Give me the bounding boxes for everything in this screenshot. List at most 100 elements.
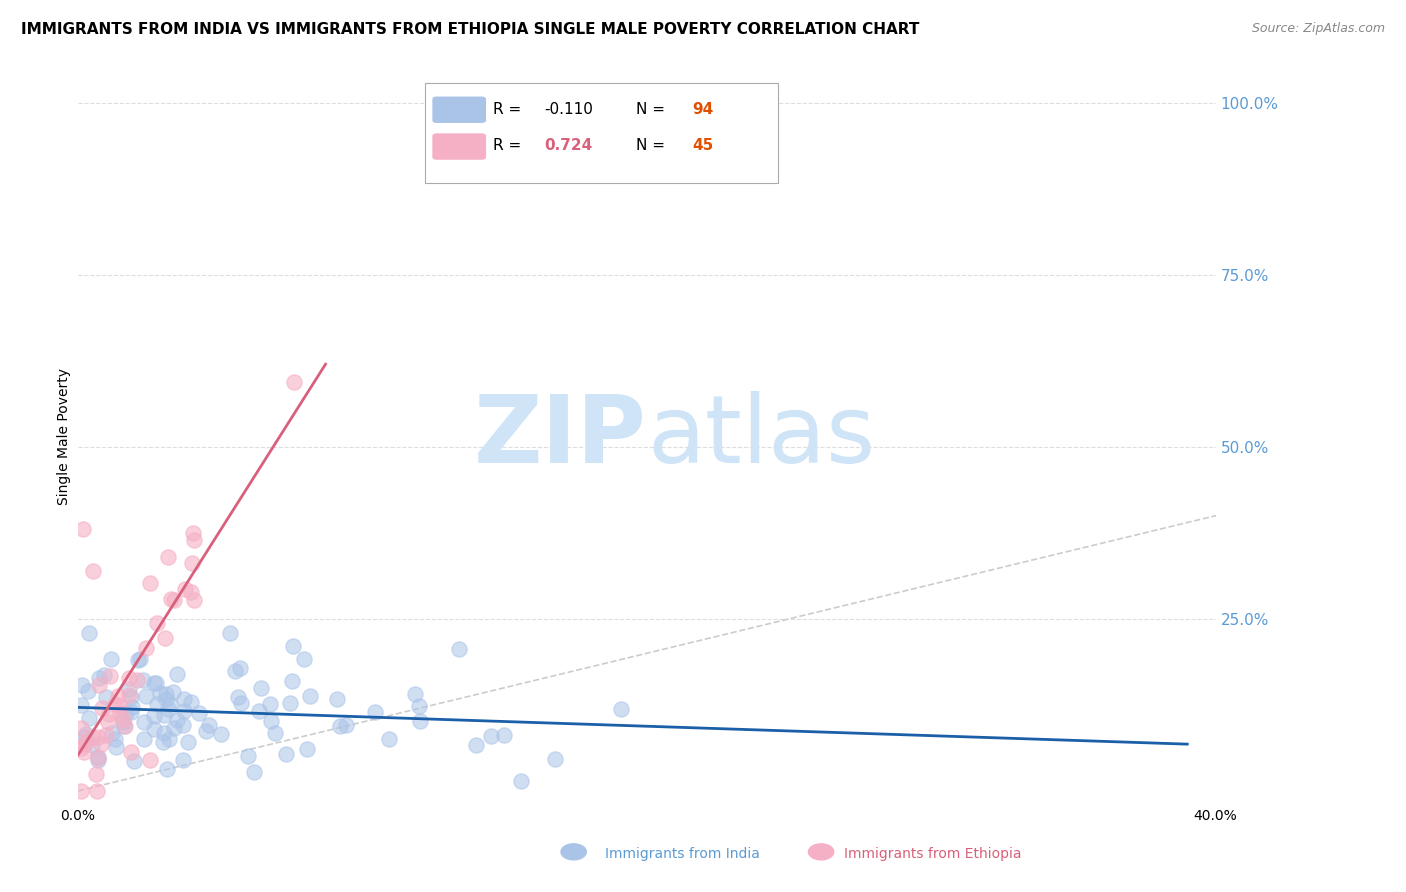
Text: ZIP: ZIP (474, 391, 647, 483)
Point (70, 678, 93, 692)
Point (283, 376, 305, 390)
Point (110, 706, 132, 720)
Point (135, 689, 157, 703)
Point (152, 735, 174, 749)
Point (70, 721, 93, 735)
Point (134, 714, 156, 729)
Point (156, 550, 179, 565)
Point (122, 754, 145, 768)
Point (75, 727, 97, 741)
Text: N =: N = (636, 102, 669, 117)
Point (283, 640, 305, 654)
Text: -0.110: -0.110 (544, 102, 593, 117)
Point (70, 741, 93, 756)
Point (544, 752, 567, 766)
Point (297, 742, 319, 756)
Point (404, 687, 426, 701)
Point (127, 653, 149, 667)
Point (180, 584, 202, 599)
Text: IMMIGRANTS FROM INDIA VS IMMIGRANTS FROM ETHIOPIA SINGLE MALE POVERTY CORRELATIO: IMMIGRANTS FROM INDIA VS IMMIGRANTS FROM… (21, 22, 920, 37)
Point (159, 591, 181, 606)
Point (87, 753, 110, 767)
Point (105, 740, 128, 755)
Point (146, 698, 169, 712)
Point (93, 668, 115, 682)
Point (298, 689, 321, 703)
Point (120, 690, 142, 705)
Text: 45: 45 (692, 138, 714, 153)
Point (120, 706, 142, 720)
Point (155, 687, 177, 701)
Point (79, 711, 101, 725)
Point (146, 616, 169, 631)
Point (104, 697, 127, 711)
Point (87, 750, 110, 764)
Point (142, 708, 165, 723)
Point (174, 582, 197, 597)
Point (70, 784, 93, 798)
Point (87, 749, 110, 764)
Point (166, 666, 188, 681)
Point (97, 714, 120, 729)
Text: Immigrants from Ethiopia: Immigrants from Ethiopia (844, 847, 1021, 861)
Point (183, 593, 205, 607)
Point (120, 745, 142, 759)
Point (155, 691, 177, 706)
Point (87, 730, 110, 744)
Text: R =: R = (494, 102, 526, 117)
Point (181, 525, 204, 540)
Point (173, 691, 195, 706)
Point (494, 728, 516, 742)
Point (107, 690, 129, 704)
Point (143, 676, 166, 690)
Point (72, 523, 94, 537)
FancyBboxPatch shape (425, 83, 778, 183)
Point (73, 738, 96, 752)
Point (231, 697, 253, 711)
Point (132, 673, 155, 688)
FancyBboxPatch shape (433, 97, 485, 122)
Point (226, 690, 249, 704)
Point (197, 718, 219, 732)
Point (294, 651, 316, 665)
Point (264, 726, 287, 740)
Point (115, 706, 138, 720)
Point (127, 673, 149, 687)
Point (73, 730, 96, 744)
Point (260, 714, 283, 729)
Point (111, 714, 134, 729)
Point (153, 726, 176, 740)
Point (278, 696, 301, 710)
Point (118, 688, 141, 702)
Point (104, 732, 127, 747)
Point (180, 695, 202, 709)
Point (224, 664, 246, 678)
Point (259, 698, 281, 712)
Point (86, 784, 108, 798)
Point (98, 706, 121, 721)
Point (112, 719, 135, 733)
Point (129, 652, 152, 666)
Point (90, 737, 112, 751)
Point (163, 593, 186, 607)
Point (75, 735, 97, 749)
Point (76, 684, 98, 698)
Point (132, 732, 155, 747)
Point (209, 726, 232, 740)
Point (326, 692, 349, 706)
Point (172, 718, 194, 732)
Point (80, 739, 103, 753)
Point (243, 764, 266, 779)
Point (173, 704, 195, 718)
Point (152, 708, 174, 723)
Point (111, 712, 134, 726)
Point (96, 690, 118, 705)
Point (236, 749, 259, 764)
Point (219, 625, 242, 640)
Point (94, 728, 117, 742)
Point (250, 681, 273, 695)
Point (100, 652, 122, 666)
Point (610, 702, 633, 716)
Text: Source: ZipAtlas.com: Source: ZipAtlas.com (1251, 22, 1385, 36)
Point (77, 625, 100, 640)
